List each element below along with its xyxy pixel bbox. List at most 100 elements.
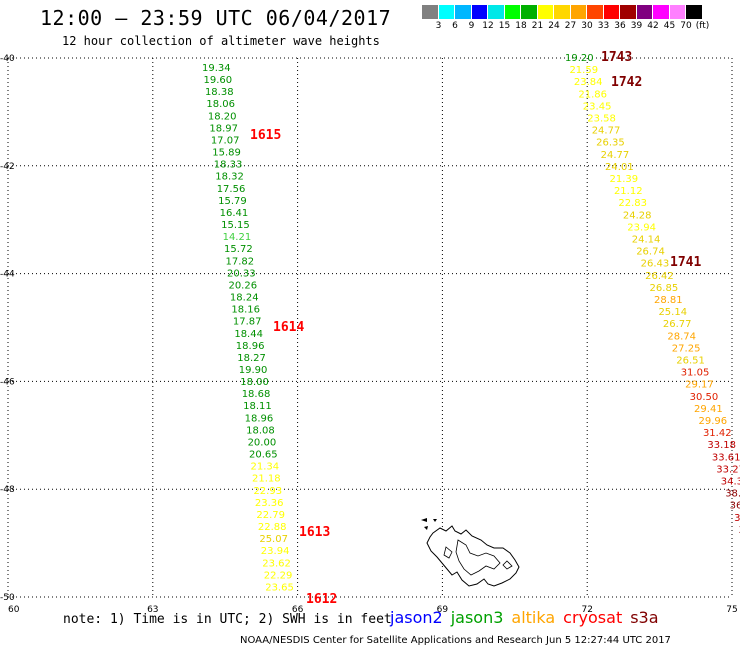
lon-tick-label: 63 <box>147 605 158 615</box>
swh-value: 19.20 <box>565 53 594 64</box>
legend-label: 27 <box>564 21 577 31</box>
swh-value: 36.0 <box>730 501 740 512</box>
swh-value: 18.16 <box>231 305 260 316</box>
swh-value: 23.45 <box>583 101 612 112</box>
swh-value: 18.32 <box>215 172 244 183</box>
swh-value: 17.56 <box>217 184 246 195</box>
graticule-grid <box>7 57 733 598</box>
legend-label: 3 <box>435 21 442 31</box>
swh-value: 26.77 <box>663 319 692 330</box>
legend-swatch <box>570 5 587 19</box>
swh-value: 15.15 <box>221 220 250 231</box>
legend-label: 15 <box>498 21 511 31</box>
legend-swatch <box>636 5 653 19</box>
satellite-legend: jason2 jason3 altika cryosat s3a <box>390 608 667 627</box>
swh-value: 35. <box>734 513 740 524</box>
kerguelen-island-outline <box>421 518 520 587</box>
swh-value: 22.88 <box>258 522 287 533</box>
swh-value: 20.33 <box>227 268 256 279</box>
legend-label: 70 <box>680 21 692 31</box>
swh-value: 34.30 <box>721 477 740 488</box>
swh-value: 21.86 <box>578 89 607 100</box>
pass-time: 1613 <box>299 525 330 540</box>
swh-value: 33.27 <box>716 464 740 475</box>
swh-value: 24.01 <box>605 162 634 173</box>
pass-time: 1615 <box>250 128 281 143</box>
legend-swatch <box>488 5 505 19</box>
swh-value: 24.14 <box>632 235 661 246</box>
legend-label: 45 <box>663 21 676 31</box>
swh-value: 14.21 <box>223 232 252 243</box>
swh-value: 18.44 <box>234 329 263 340</box>
legend-swatch <box>620 5 637 19</box>
satellite-jason3: jason3 <box>450 608 504 627</box>
swh-value: 19.90 <box>239 365 268 376</box>
legend-label: 30 <box>581 21 593 31</box>
swh-value: 17.07 <box>211 135 240 146</box>
swh-value: 26.35 <box>596 138 625 149</box>
satellite-jason2: jason2 <box>390 608 443 627</box>
swh-value: 23.58 <box>587 114 616 125</box>
swh-value: 18.08 <box>246 425 275 436</box>
swh-value: 18.33 <box>214 160 243 171</box>
swh-value: 21.39 <box>610 174 639 185</box>
swh-value: 23.62 <box>262 558 291 569</box>
legend-label: 39 <box>630 21 643 31</box>
map-title: 12:00 — 23:59 UTC 06/04/2017 <box>40 6 392 30</box>
swh-value: 25.14 <box>658 307 687 318</box>
pass-time: 1743 <box>601 50 632 65</box>
legend-swatch <box>669 5 686 19</box>
swh-value: 15.79 <box>218 196 247 207</box>
lat-tick-label: -40 <box>0 54 15 64</box>
swh-value: 23.65 <box>265 582 294 593</box>
swh-value: 22.79 <box>256 510 285 521</box>
satellite-altika: altika <box>511 608 556 627</box>
latitude-axis: -40 -42 -44 -46 -48 -50 <box>0 54 15 603</box>
color-legend-labels: 3 6 9 12 15 18 21 24 27 30 33 36 39 42 45 70 (ft) <box>422 21 740 35</box>
swh-value: 22.93 <box>253 486 282 497</box>
longitude-axis: 60 63 66 69 72 75 <box>8 605 738 615</box>
footer-credit: NOAA/NESDIS Center for Satellite Applica… <box>240 635 671 646</box>
legend-label: 9 <box>468 21 475 31</box>
swh-value: 18.38 <box>205 87 234 98</box>
swh-value: 17.87 <box>233 317 262 328</box>
swh-value: 31.42 <box>703 428 732 439</box>
pass-time: 1742 <box>611 75 642 90</box>
legend-swatch <box>422 5 439 19</box>
swh-value: 26.43 <box>641 259 670 270</box>
lat-tick-label: -50 <box>0 593 15 603</box>
legend-swatch <box>537 5 554 19</box>
lat-tick-label: -46 <box>0 377 15 387</box>
lon-tick-label: 60 <box>8 605 20 615</box>
legend-swatch <box>554 5 571 19</box>
swh-value: 20.65 <box>249 450 278 461</box>
swh-value: 21.12 <box>614 186 643 197</box>
swh-value: 20.00 <box>248 437 277 448</box>
swh-value: 26.85 <box>650 283 679 294</box>
legend-swatch <box>455 5 472 19</box>
swh-value: 21.59 <box>569 65 598 76</box>
lat-tick-label: -44 <box>0 270 15 280</box>
swh-value: 29.96 <box>699 416 728 427</box>
legend-swatch <box>686 5 703 19</box>
swh-value: 18.96 <box>236 341 265 352</box>
legend-swatch <box>603 5 620 19</box>
units-note: note: 1) Time is in UTC; 2) SWH is in fe… <box>63 612 392 627</box>
swh-value: 33.18 <box>707 440 736 451</box>
swh-value: 26.74 <box>636 247 665 258</box>
swh-value: 18.20 <box>208 111 237 122</box>
legend-swatch <box>438 5 455 19</box>
swh-value: 18.97 <box>209 123 238 134</box>
swh-value: 24.28 <box>623 210 652 221</box>
legend-label: 12 <box>482 21 494 31</box>
swh-value: 15.89 <box>212 148 241 159</box>
legend-swatch <box>471 5 488 19</box>
legend-label: 18 <box>515 21 527 31</box>
swh-value: 24.77 <box>592 126 621 137</box>
swh-value: 20.26 <box>228 280 257 291</box>
swh-value: 28.74 <box>667 331 696 342</box>
lon-tick-label: 75 <box>726 605 737 615</box>
pass-time: 1741 <box>670 255 701 270</box>
pass-time-labels: 1615 1614 1613 1612 1743 1742 1741 <box>250 50 701 607</box>
